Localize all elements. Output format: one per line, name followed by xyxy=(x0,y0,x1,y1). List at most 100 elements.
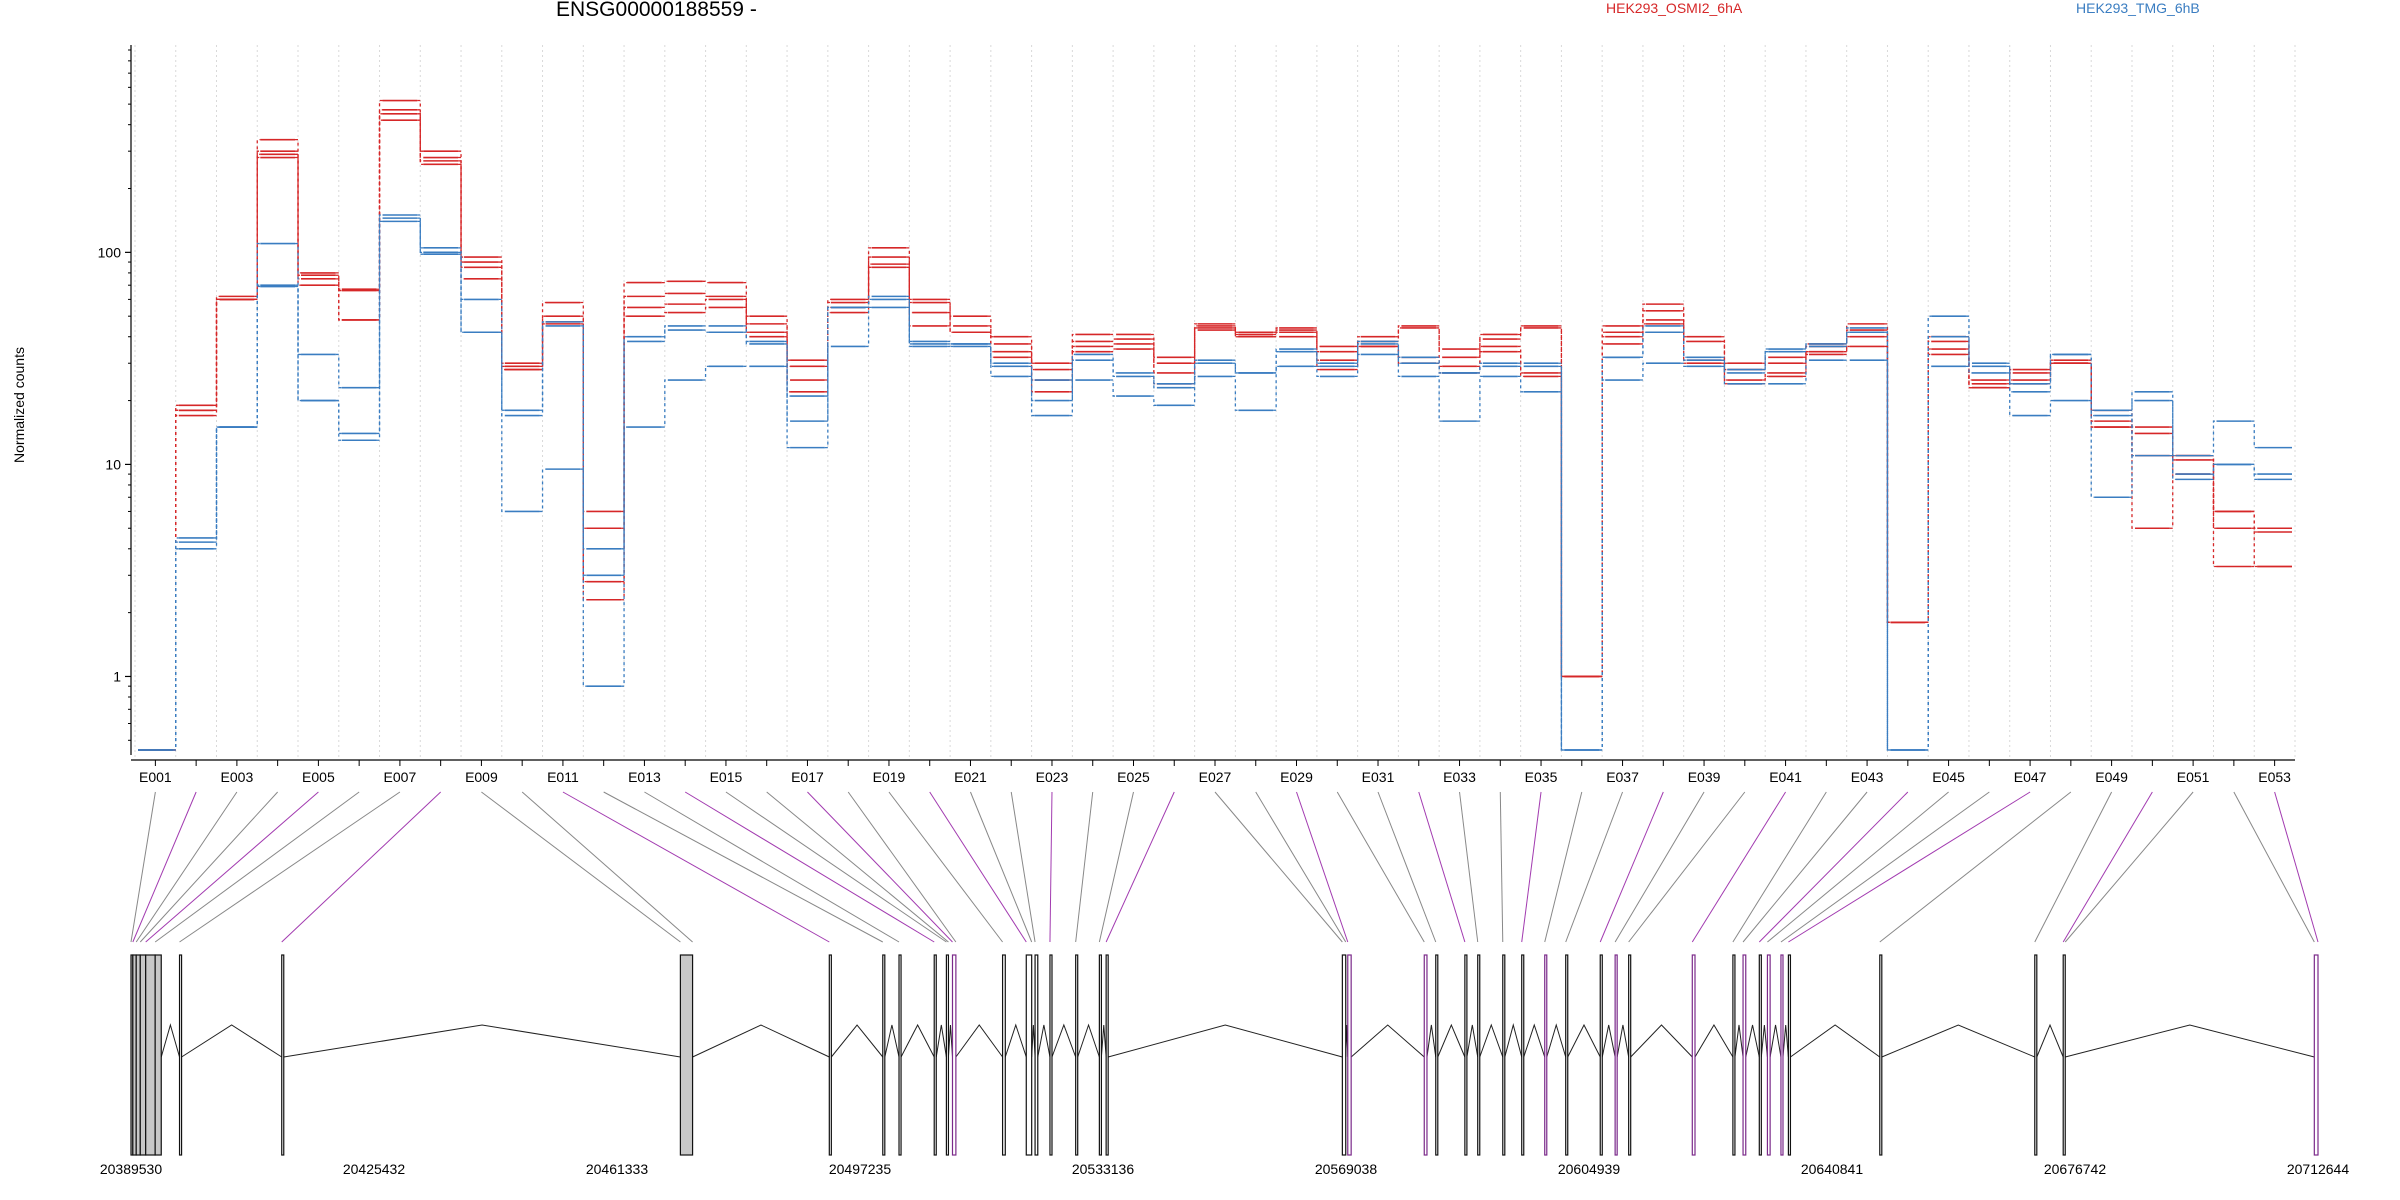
series-transition xyxy=(1639,362,1646,381)
series-transition xyxy=(1843,327,1850,345)
series-transition xyxy=(1150,333,1157,358)
series-transition xyxy=(1069,340,1076,371)
series-transition xyxy=(702,280,709,284)
series-transition xyxy=(2169,391,2176,457)
series-transition xyxy=(1110,379,1117,397)
series-transition xyxy=(1069,333,1076,364)
series-transition xyxy=(743,325,750,343)
series-transition xyxy=(906,263,913,314)
series-transition xyxy=(1028,365,1035,402)
genome-tick-label: 20604939 xyxy=(1558,1161,1621,1177)
intron-line xyxy=(160,1023,181,1058)
series-transition xyxy=(661,280,668,284)
series-transition xyxy=(1884,359,1891,751)
series-transition xyxy=(2169,454,2176,529)
series-transition xyxy=(2128,420,2135,435)
series-transition xyxy=(865,306,872,348)
series-transition xyxy=(2210,463,2217,481)
series-transition xyxy=(2006,362,2013,385)
gene-exon-block xyxy=(1780,954,1784,1156)
gene-exon-block xyxy=(1521,954,1525,1156)
gene-exon-block xyxy=(1435,954,1439,1156)
series-6 xyxy=(138,220,2292,751)
series-transition xyxy=(295,285,302,402)
series-transition xyxy=(580,321,587,550)
exon-connector xyxy=(132,791,197,943)
intron-line xyxy=(181,1024,283,1058)
exon-connector xyxy=(521,791,693,943)
series-transition xyxy=(1191,375,1198,406)
gene-exon-block xyxy=(945,954,950,1156)
exon-connector xyxy=(1780,791,1990,943)
series-transition xyxy=(865,247,872,301)
exon-connector xyxy=(1758,791,1909,943)
gene-exon-block xyxy=(1075,954,1079,1156)
series-transition xyxy=(1802,359,1809,385)
gene-exon-block xyxy=(1565,954,1569,1156)
series-transition xyxy=(2128,414,2135,457)
exon-connector xyxy=(1614,791,1705,943)
series-transition xyxy=(621,281,628,513)
gene-exon-block xyxy=(933,954,937,1156)
series-transition xyxy=(865,266,872,314)
series-transition xyxy=(2047,353,2054,385)
series-transition xyxy=(1313,351,1320,368)
gene-exon-block xyxy=(1614,954,1618,1156)
gene-exon-block xyxy=(1001,954,1006,1156)
x-tick-label: E019 xyxy=(873,769,906,785)
exon-connector xyxy=(1788,791,2031,943)
exon-connector xyxy=(1010,791,1036,943)
series-transition xyxy=(2251,420,2258,449)
chart-title: ENSG00000188559 - xyxy=(556,0,757,21)
series-transition xyxy=(1069,359,1076,402)
series-transition xyxy=(2128,391,2135,411)
series-transition xyxy=(1843,336,1850,353)
series-transition xyxy=(1476,333,1483,350)
x-tick-label: E025 xyxy=(1117,769,1150,785)
series-transition xyxy=(1721,365,1728,385)
series-transition xyxy=(824,306,831,381)
exon-connector xyxy=(684,791,935,943)
gene-exon-block xyxy=(1879,954,1883,1156)
series-transition xyxy=(1802,343,1809,358)
gene-exon-block xyxy=(1787,954,1792,1156)
series-transition xyxy=(295,242,302,356)
series-transition xyxy=(702,298,709,305)
series-transition xyxy=(2128,426,2135,529)
intron-line xyxy=(947,1024,953,1058)
series-transition xyxy=(865,298,872,309)
exon-connector xyxy=(1049,791,1053,943)
series-transition xyxy=(1150,343,1157,374)
series-transition xyxy=(947,301,954,327)
axis-layer: 1 10 100 E001 E003 E005 E007 E009 E011 E013 E015 E0… xyxy=(98,45,2295,785)
series-transition xyxy=(458,253,465,333)
gene-exon-block xyxy=(1347,954,1352,1156)
gene-exon-block xyxy=(898,954,902,1156)
series-transition xyxy=(987,345,994,368)
series-transition xyxy=(1028,362,1035,381)
series-transition xyxy=(906,306,913,348)
intron-line xyxy=(955,1024,1003,1058)
intron-line xyxy=(1734,1024,1744,1058)
series-transition xyxy=(1639,319,1646,338)
series-transition xyxy=(295,284,302,402)
series-transition xyxy=(335,274,342,292)
exon-connector xyxy=(1255,791,1347,943)
series-transition xyxy=(295,153,302,280)
series-transition xyxy=(1232,327,1239,338)
intron-line xyxy=(830,1024,884,1058)
series-transition xyxy=(1721,356,1728,371)
series-transition xyxy=(1721,336,1728,364)
series-transition xyxy=(2210,420,2217,457)
series-transition xyxy=(335,278,342,321)
series-transition xyxy=(539,468,546,513)
series-transition xyxy=(784,331,791,381)
series-transition xyxy=(376,220,383,441)
series-transition xyxy=(458,247,465,301)
intron-line xyxy=(1881,1024,2035,1058)
gene-exon-block xyxy=(2062,954,2066,1156)
series-transition xyxy=(1558,391,1565,751)
series-transition xyxy=(661,329,668,343)
series-transition xyxy=(1354,353,1361,378)
series-transition xyxy=(947,311,954,333)
